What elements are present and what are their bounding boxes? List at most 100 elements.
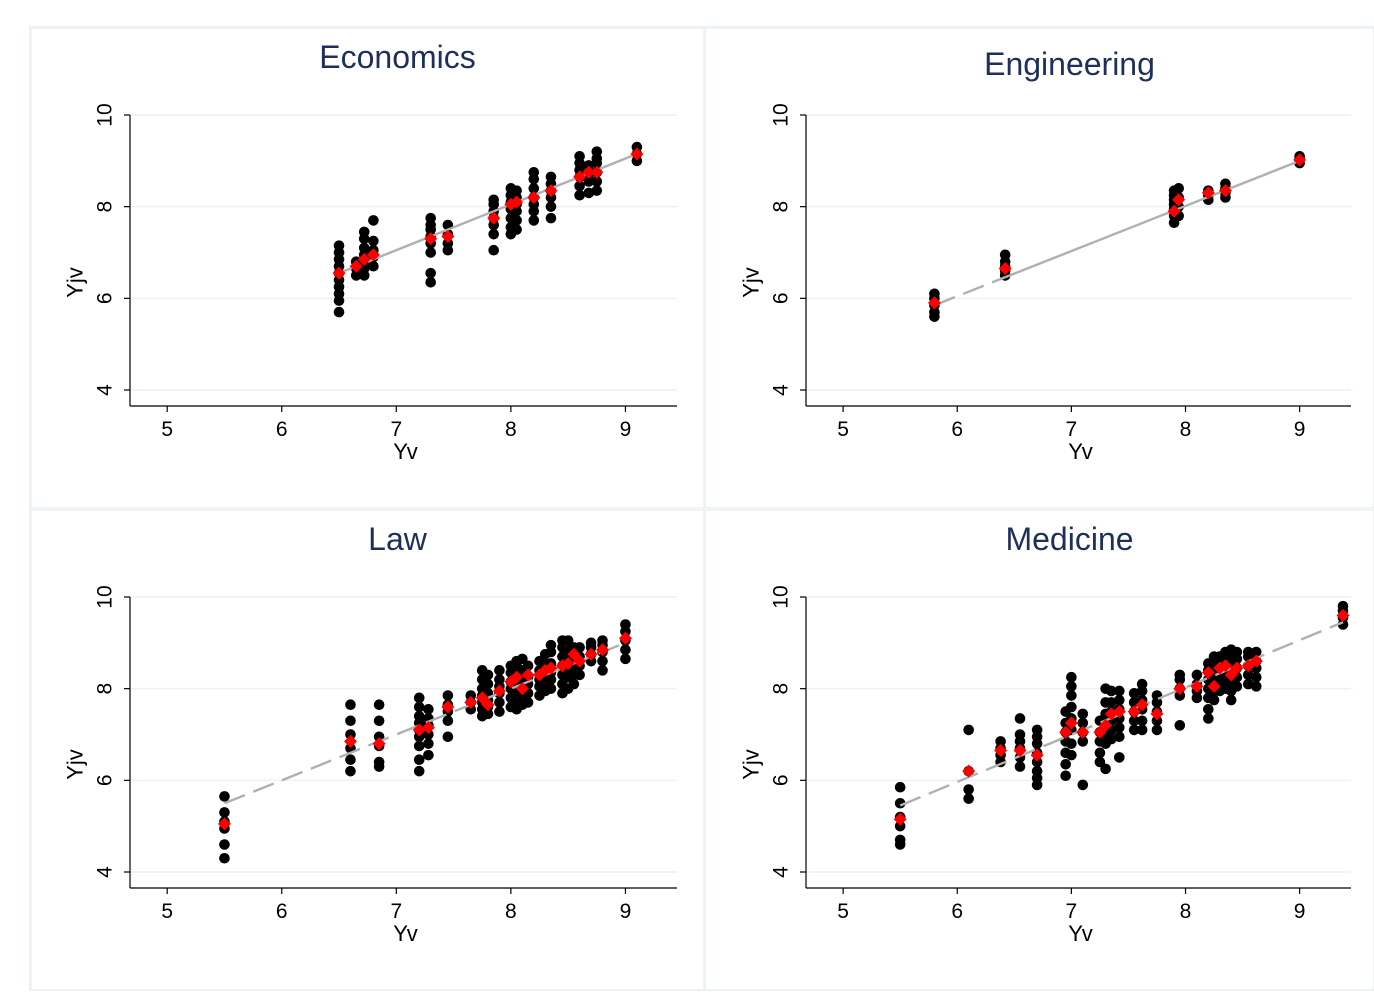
observed-point [413,754,425,766]
fitted-point [464,695,478,709]
observed-point [522,660,534,672]
observed-point [442,731,454,743]
observed-point [345,699,356,711]
fitted-point [893,812,907,826]
fitted-point [573,170,587,184]
x-tick-label: 7 [390,418,402,441]
fitted-point [412,723,426,737]
observed-point [963,784,974,795]
observed-point [465,690,477,701]
fitted-point [349,259,363,273]
fitted-point [510,195,524,209]
y-axis-label: Yjv [739,267,764,298]
observed-point [345,754,356,766]
observed-point [1136,715,1148,727]
observed-point [488,228,499,240]
chart-title: Medicine [1005,521,1133,557]
y-tick-label: 4 [770,384,793,396]
x-axis-label: Yv [393,921,417,946]
observed-point [1250,681,1262,692]
observed-point [1242,646,1254,658]
observed-point [1114,694,1125,706]
observed-point [999,249,1011,261]
observed-point [528,183,540,194]
observed-point [574,642,585,653]
observed-point [1014,761,1026,772]
observed-point [1220,178,1231,190]
observed-point [358,226,370,238]
observed-point [345,729,356,740]
fitted-point [421,721,435,735]
observed-point [368,215,379,226]
fitted-point [590,165,604,179]
fitted-point [596,643,610,657]
chart-title: Engineering [984,46,1155,82]
observed-point [545,212,557,224]
observed-point [1174,720,1186,731]
observed-point [1128,687,1140,699]
observed-point [482,678,494,690]
observed-point [368,260,379,272]
y-tick-label: 6 [770,292,793,304]
observed-point [333,240,345,251]
chart-panel-1: 4 6 8 10 5 6 7 8 9 Yv Yjv Engineering [704,27,1374,509]
observed-point [1114,722,1125,733]
observed-point [368,235,379,247]
observed-point [929,288,940,300]
observed-point [894,797,906,809]
panel-border [30,509,705,991]
observed-point [528,166,540,178]
observed-point [894,834,906,846]
y-tick-label: 10 [94,585,117,608]
y-tick-label: 8 [94,201,117,213]
observed-point [1077,717,1089,729]
observed-point [494,706,505,717]
observed-point [574,669,585,681]
y-tick-label: 8 [770,683,793,695]
x-tick-label: 8 [1180,418,1192,441]
observed-point [1114,752,1125,763]
fit-line-dashed [338,253,386,275]
observed-point [568,678,580,690]
observed-point [1174,669,1186,681]
fitted-point [927,296,941,310]
x-tick-label: 5 [837,418,849,441]
fitted-point [441,229,455,243]
fitted-point [630,147,644,161]
observed-point [545,171,557,183]
chart-title: Law [368,521,428,557]
observed-point [423,749,434,761]
observed-point [494,674,505,685]
fitted-point [1112,705,1126,719]
observed-point [585,637,597,649]
observed-point [425,276,436,288]
observed-point [545,201,557,212]
fitted-point [1135,698,1149,712]
fitted-point [510,670,524,684]
observed-point [1191,669,1203,681]
y-tick-label: 4 [94,384,117,396]
observed-point [413,701,425,713]
x-tick-label: 9 [1294,418,1306,441]
x-tick-label: 6 [276,418,288,441]
observed-point [574,189,585,201]
observed-point [1031,765,1043,777]
fitted-point [372,737,386,751]
observed-point [1242,669,1254,681]
observed-point [620,653,631,665]
observed-point [1231,646,1243,658]
observed-point [333,306,345,318]
observed-point [597,655,608,667]
y-tick-label: 8 [770,201,793,213]
fitted-point [584,647,598,661]
fitted-point [424,232,438,246]
observed-point [574,180,585,192]
observed-point [494,697,505,708]
fitted-point [1059,725,1073,739]
chart-panel-3: 4 6 8 10 5 6 7 8 9 Yv Yjv Medicine [704,509,1374,991]
fit-line-dashed [933,274,1010,307]
x-tick-label: 9 [620,900,632,923]
observed-point [522,697,534,708]
x-tick-label: 7 [1066,418,1078,441]
observed-point [894,820,906,832]
